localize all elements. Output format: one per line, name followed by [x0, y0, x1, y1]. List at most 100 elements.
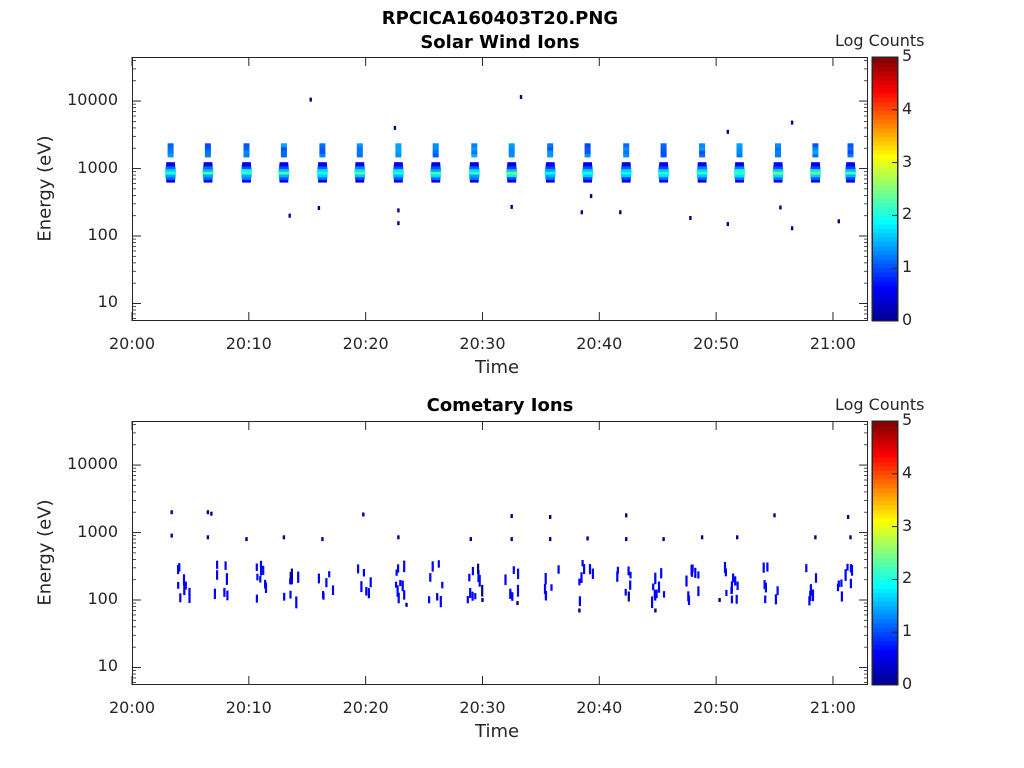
spectrogram-cell	[279, 175, 289, 180]
colorbar-tick-label: 3	[902, 515, 913, 535]
colorbar-segment	[873, 123, 897, 129]
spectrogram-cell	[651, 596, 654, 609]
colorbar-segment	[873, 609, 897, 615]
spectrogram-cell	[621, 175, 631, 180]
colorbar-tick-label: 0	[902, 674, 913, 693]
spectrogram-point	[726, 129, 729, 134]
spectrogram-cell	[317, 175, 328, 180]
colorbar-segment	[873, 193, 897, 199]
spectrogram-cell	[319, 146, 326, 151]
spectrogram-cell	[255, 563, 258, 571]
spectrogram-cell	[506, 170, 518, 175]
spectrogram-cell	[623, 143, 630, 148]
spectrogram-cell	[772, 170, 784, 175]
spectrogram-cell	[763, 580, 766, 589]
spectrogram-cell	[845, 173, 856, 178]
plot-area-cometary	[132, 421, 868, 685]
spectrogram-cell	[583, 178, 592, 183]
spectrogram-cell	[255, 594, 258, 603]
spectrogram-cell	[241, 173, 252, 178]
colorbar-segment	[873, 140, 897, 146]
spectrogram-cell	[845, 175, 856, 180]
spectrogram-cell	[504, 574, 507, 586]
colorbar-segment	[873, 644, 897, 650]
spectrogram-cell	[469, 178, 479, 183]
spectrogram-cell	[660, 146, 667, 151]
colorbar-tick-label: 1	[902, 621, 913, 641]
spectrogram-cell	[547, 153, 554, 158]
spectrogram-cell	[319, 150, 326, 154]
spectrogram-cell	[289, 578, 292, 585]
spectrogram-cell	[736, 143, 743, 148]
spectrogram-cell	[732, 573, 735, 583]
spectrogram-cell	[775, 153, 781, 158]
colorbar-segment	[873, 561, 897, 567]
spectrogram-cell	[224, 561, 227, 570]
spectrogram-cell	[256, 573, 259, 581]
colorbar-tick-label: 4	[902, 98, 913, 118]
spectrogram-point	[580, 210, 583, 215]
spectrogram-cell	[429, 573, 432, 582]
spectrogram-cell	[730, 595, 733, 604]
spectrogram-cell	[319, 143, 326, 148]
spectrogram-cell	[356, 153, 363, 158]
spectrogram-cell	[845, 164, 856, 170]
spectrogram-cell	[241, 170, 252, 175]
spectrogram-cell	[264, 579, 267, 589]
colorbar-tick-label: 3	[902, 151, 913, 171]
spectrogram-cell	[437, 560, 440, 568]
colorbar-segment	[873, 478, 897, 484]
colorbar-segment	[873, 544, 897, 550]
spectrogram-point	[790, 226, 794, 231]
spectrogram-cell	[773, 162, 783, 167]
colorbar-tick-label: 0	[902, 310, 913, 329]
spectrogram-cell	[809, 170, 821, 175]
x-tick-label: 20:50	[693, 698, 740, 717]
colorbar-segment	[873, 175, 897, 181]
spectrogram-cell	[660, 150, 667, 154]
colorbar-segment	[873, 430, 897, 436]
spectrogram-cell	[621, 173, 632, 178]
colorbar-segment	[873, 483, 897, 489]
colorbar-segment	[873, 263, 897, 269]
spectrogram-cell	[202, 173, 214, 178]
spectrogram-point	[589, 194, 593, 199]
spectrogram-point	[718, 598, 721, 602]
spectrogram-point	[654, 608, 657, 613]
spectrogram-cell	[166, 178, 175, 183]
spectrogram-cell	[845, 170, 856, 175]
spectrogram-point	[586, 536, 589, 541]
spectrogram-cell	[242, 178, 251, 183]
spectrogram-point	[469, 537, 472, 542]
spectrogram-cell	[773, 175, 783, 180]
colorbar-segment	[873, 71, 897, 77]
spectrogram-cell	[243, 143, 250, 148]
spectrogram-cell	[354, 167, 365, 172]
spectrogram-point	[625, 513, 628, 518]
x-tick-label: 20:00	[108, 698, 156, 717]
spectrogram-cell	[736, 146, 743, 151]
colorbar-segment	[873, 289, 897, 295]
spectrogram-point	[619, 210, 622, 215]
spectrogram-point	[773, 513, 776, 518]
spectrogram-cell	[545, 164, 555, 170]
spectrogram-point	[549, 515, 552, 519]
colorbar-segment	[873, 136, 897, 142]
spectrogram-cell	[241, 164, 252, 170]
colorbar-segment	[873, 443, 897, 449]
spectrogram-cell	[654, 593, 657, 601]
spectrogram-cell	[847, 143, 854, 148]
spectrogram-cell	[773, 164, 783, 170]
spectrogram-cell	[811, 162, 820, 167]
spectrogram-cell	[812, 153, 819, 158]
colorbar-segment	[873, 258, 897, 264]
colorbar-segment	[873, 92, 897, 98]
colorbar-segment	[873, 241, 897, 247]
colorbar-segment	[873, 184, 897, 190]
spectrogram-cell	[477, 570, 480, 582]
spectrogram-cell	[578, 596, 581, 607]
spectrogram-point	[510, 514, 513, 519]
spectrogram-point	[245, 537, 248, 542]
spectrogram-cell	[243, 150, 250, 154]
spectrogram-cell	[697, 586, 700, 597]
